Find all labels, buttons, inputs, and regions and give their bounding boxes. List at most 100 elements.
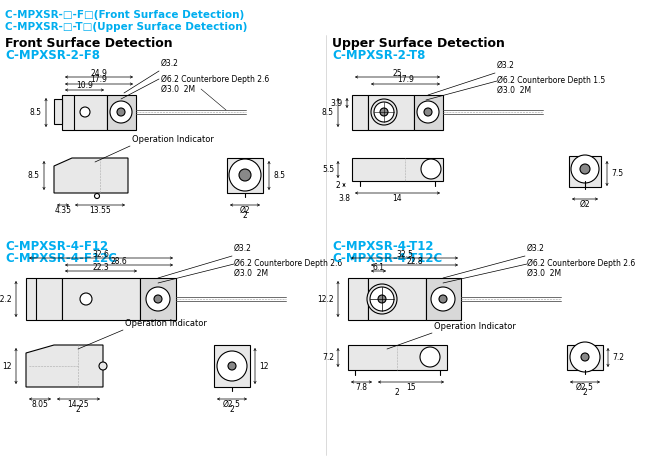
Text: 3.8: 3.8 bbox=[338, 194, 350, 202]
Text: 2: 2 bbox=[230, 404, 234, 414]
Polygon shape bbox=[214, 345, 250, 387]
Text: Ø3.0  2M: Ø3.0 2M bbox=[161, 84, 195, 94]
Text: 2: 2 bbox=[76, 404, 80, 414]
Polygon shape bbox=[368, 278, 426, 320]
Circle shape bbox=[80, 293, 92, 305]
Text: Ø6.2 Counterbore Depth 1.5: Ø6.2 Counterbore Depth 1.5 bbox=[497, 76, 605, 84]
Text: 8.05: 8.05 bbox=[31, 400, 48, 408]
Text: 22.3: 22.3 bbox=[93, 262, 110, 272]
Circle shape bbox=[217, 351, 247, 381]
Polygon shape bbox=[54, 99, 62, 124]
Polygon shape bbox=[426, 278, 461, 320]
Circle shape bbox=[580, 164, 590, 174]
Text: 15: 15 bbox=[406, 383, 416, 391]
Text: 12.2: 12.2 bbox=[0, 295, 12, 303]
Text: 12.2: 12.2 bbox=[318, 295, 334, 303]
Text: 12: 12 bbox=[3, 361, 12, 371]
Text: 8.5: 8.5 bbox=[322, 108, 334, 117]
Text: 25: 25 bbox=[393, 69, 402, 77]
Polygon shape bbox=[26, 278, 62, 320]
Polygon shape bbox=[368, 95, 414, 130]
Text: 14.25: 14.25 bbox=[68, 400, 89, 408]
Text: 28.6: 28.6 bbox=[111, 256, 127, 266]
Text: 2: 2 bbox=[243, 211, 247, 219]
Text: 22.8: 22.8 bbox=[406, 256, 422, 266]
Circle shape bbox=[80, 107, 90, 117]
Text: 32.5: 32.5 bbox=[396, 249, 413, 259]
Circle shape bbox=[239, 169, 251, 181]
Circle shape bbox=[581, 353, 589, 361]
Text: Ø3.0  2M: Ø3.0 2M bbox=[234, 268, 268, 278]
Polygon shape bbox=[569, 156, 601, 187]
Circle shape bbox=[431, 287, 455, 311]
Polygon shape bbox=[348, 278, 368, 320]
Text: Ø3.0  2M: Ø3.0 2M bbox=[497, 85, 531, 95]
Circle shape bbox=[370, 287, 394, 311]
Text: C-MPXSR-2-T8: C-MPXSR-2-T8 bbox=[332, 49, 425, 62]
Circle shape bbox=[371, 99, 397, 125]
Polygon shape bbox=[54, 158, 128, 193]
Circle shape bbox=[378, 295, 386, 303]
Text: 32.6: 32.6 bbox=[93, 249, 110, 259]
Text: 6.1: 6.1 bbox=[372, 262, 385, 272]
Polygon shape bbox=[140, 278, 176, 320]
Text: 7.8: 7.8 bbox=[355, 383, 368, 391]
Text: 24.9: 24.9 bbox=[91, 69, 108, 77]
Text: 7.5: 7.5 bbox=[611, 169, 623, 178]
Text: 4.35: 4.35 bbox=[55, 206, 72, 214]
Polygon shape bbox=[414, 95, 443, 130]
Text: 10.9: 10.9 bbox=[76, 82, 93, 90]
Text: C-MPXSR-4-F12: C-MPXSR-4-F12 bbox=[5, 240, 108, 253]
Text: C-MPXSR-2-F8: C-MPXSR-2-F8 bbox=[5, 49, 100, 62]
Text: 2: 2 bbox=[583, 388, 587, 396]
Text: 8.5: 8.5 bbox=[30, 108, 42, 117]
Text: Ø6.2 Counterbore Depth 2.6: Ø6.2 Counterbore Depth 2.6 bbox=[234, 259, 342, 267]
Polygon shape bbox=[62, 278, 140, 320]
Circle shape bbox=[374, 102, 394, 122]
Circle shape bbox=[117, 108, 125, 116]
Circle shape bbox=[417, 101, 439, 123]
Text: 13.55: 13.55 bbox=[89, 206, 111, 214]
Polygon shape bbox=[227, 158, 263, 193]
Polygon shape bbox=[348, 345, 447, 370]
Polygon shape bbox=[352, 158, 443, 181]
Circle shape bbox=[146, 287, 170, 311]
Polygon shape bbox=[107, 95, 136, 130]
Text: Ø6.2 Counterbore Depth 2.6: Ø6.2 Counterbore Depth 2.6 bbox=[527, 259, 635, 267]
Text: 7.2: 7.2 bbox=[322, 353, 334, 362]
Text: 14: 14 bbox=[393, 194, 402, 202]
Circle shape bbox=[228, 362, 236, 370]
Circle shape bbox=[110, 101, 132, 123]
Text: Ø2.5: Ø2.5 bbox=[223, 400, 241, 408]
Text: Ø6.2 Counterbore Depth 2.6: Ø6.2 Counterbore Depth 2.6 bbox=[161, 74, 269, 83]
Text: Ø3.0  2M: Ø3.0 2M bbox=[527, 268, 561, 278]
Text: 7.2: 7.2 bbox=[612, 353, 624, 362]
Polygon shape bbox=[62, 95, 107, 130]
Text: C-MPXSR-□-T□(Upper Surface Detection): C-MPXSR-□-T□(Upper Surface Detection) bbox=[5, 22, 247, 32]
Circle shape bbox=[420, 347, 440, 367]
Circle shape bbox=[95, 194, 100, 199]
Circle shape bbox=[229, 159, 261, 191]
Polygon shape bbox=[352, 95, 368, 130]
Text: Operation Indicator: Operation Indicator bbox=[132, 135, 214, 144]
Text: Operation Indicator: Operation Indicator bbox=[125, 319, 207, 328]
Polygon shape bbox=[567, 345, 603, 370]
Text: 8.5: 8.5 bbox=[28, 171, 40, 180]
Circle shape bbox=[99, 362, 107, 370]
Polygon shape bbox=[26, 345, 103, 387]
Circle shape bbox=[571, 155, 599, 183]
Circle shape bbox=[380, 108, 388, 116]
Text: 17.9: 17.9 bbox=[91, 76, 108, 84]
Circle shape bbox=[424, 108, 432, 116]
Text: 3.9: 3.9 bbox=[331, 99, 343, 107]
Text: 2: 2 bbox=[335, 181, 340, 189]
Text: Front Surface Detection: Front Surface Detection bbox=[5, 37, 173, 50]
Text: Ø3.2: Ø3.2 bbox=[497, 61, 515, 70]
Circle shape bbox=[421, 159, 441, 179]
Text: Ø3.2: Ø3.2 bbox=[527, 244, 545, 253]
Text: 2: 2 bbox=[394, 388, 400, 396]
Circle shape bbox=[154, 295, 162, 303]
Text: 5.5: 5.5 bbox=[322, 165, 334, 174]
Circle shape bbox=[367, 284, 397, 314]
Text: 12: 12 bbox=[259, 361, 269, 371]
